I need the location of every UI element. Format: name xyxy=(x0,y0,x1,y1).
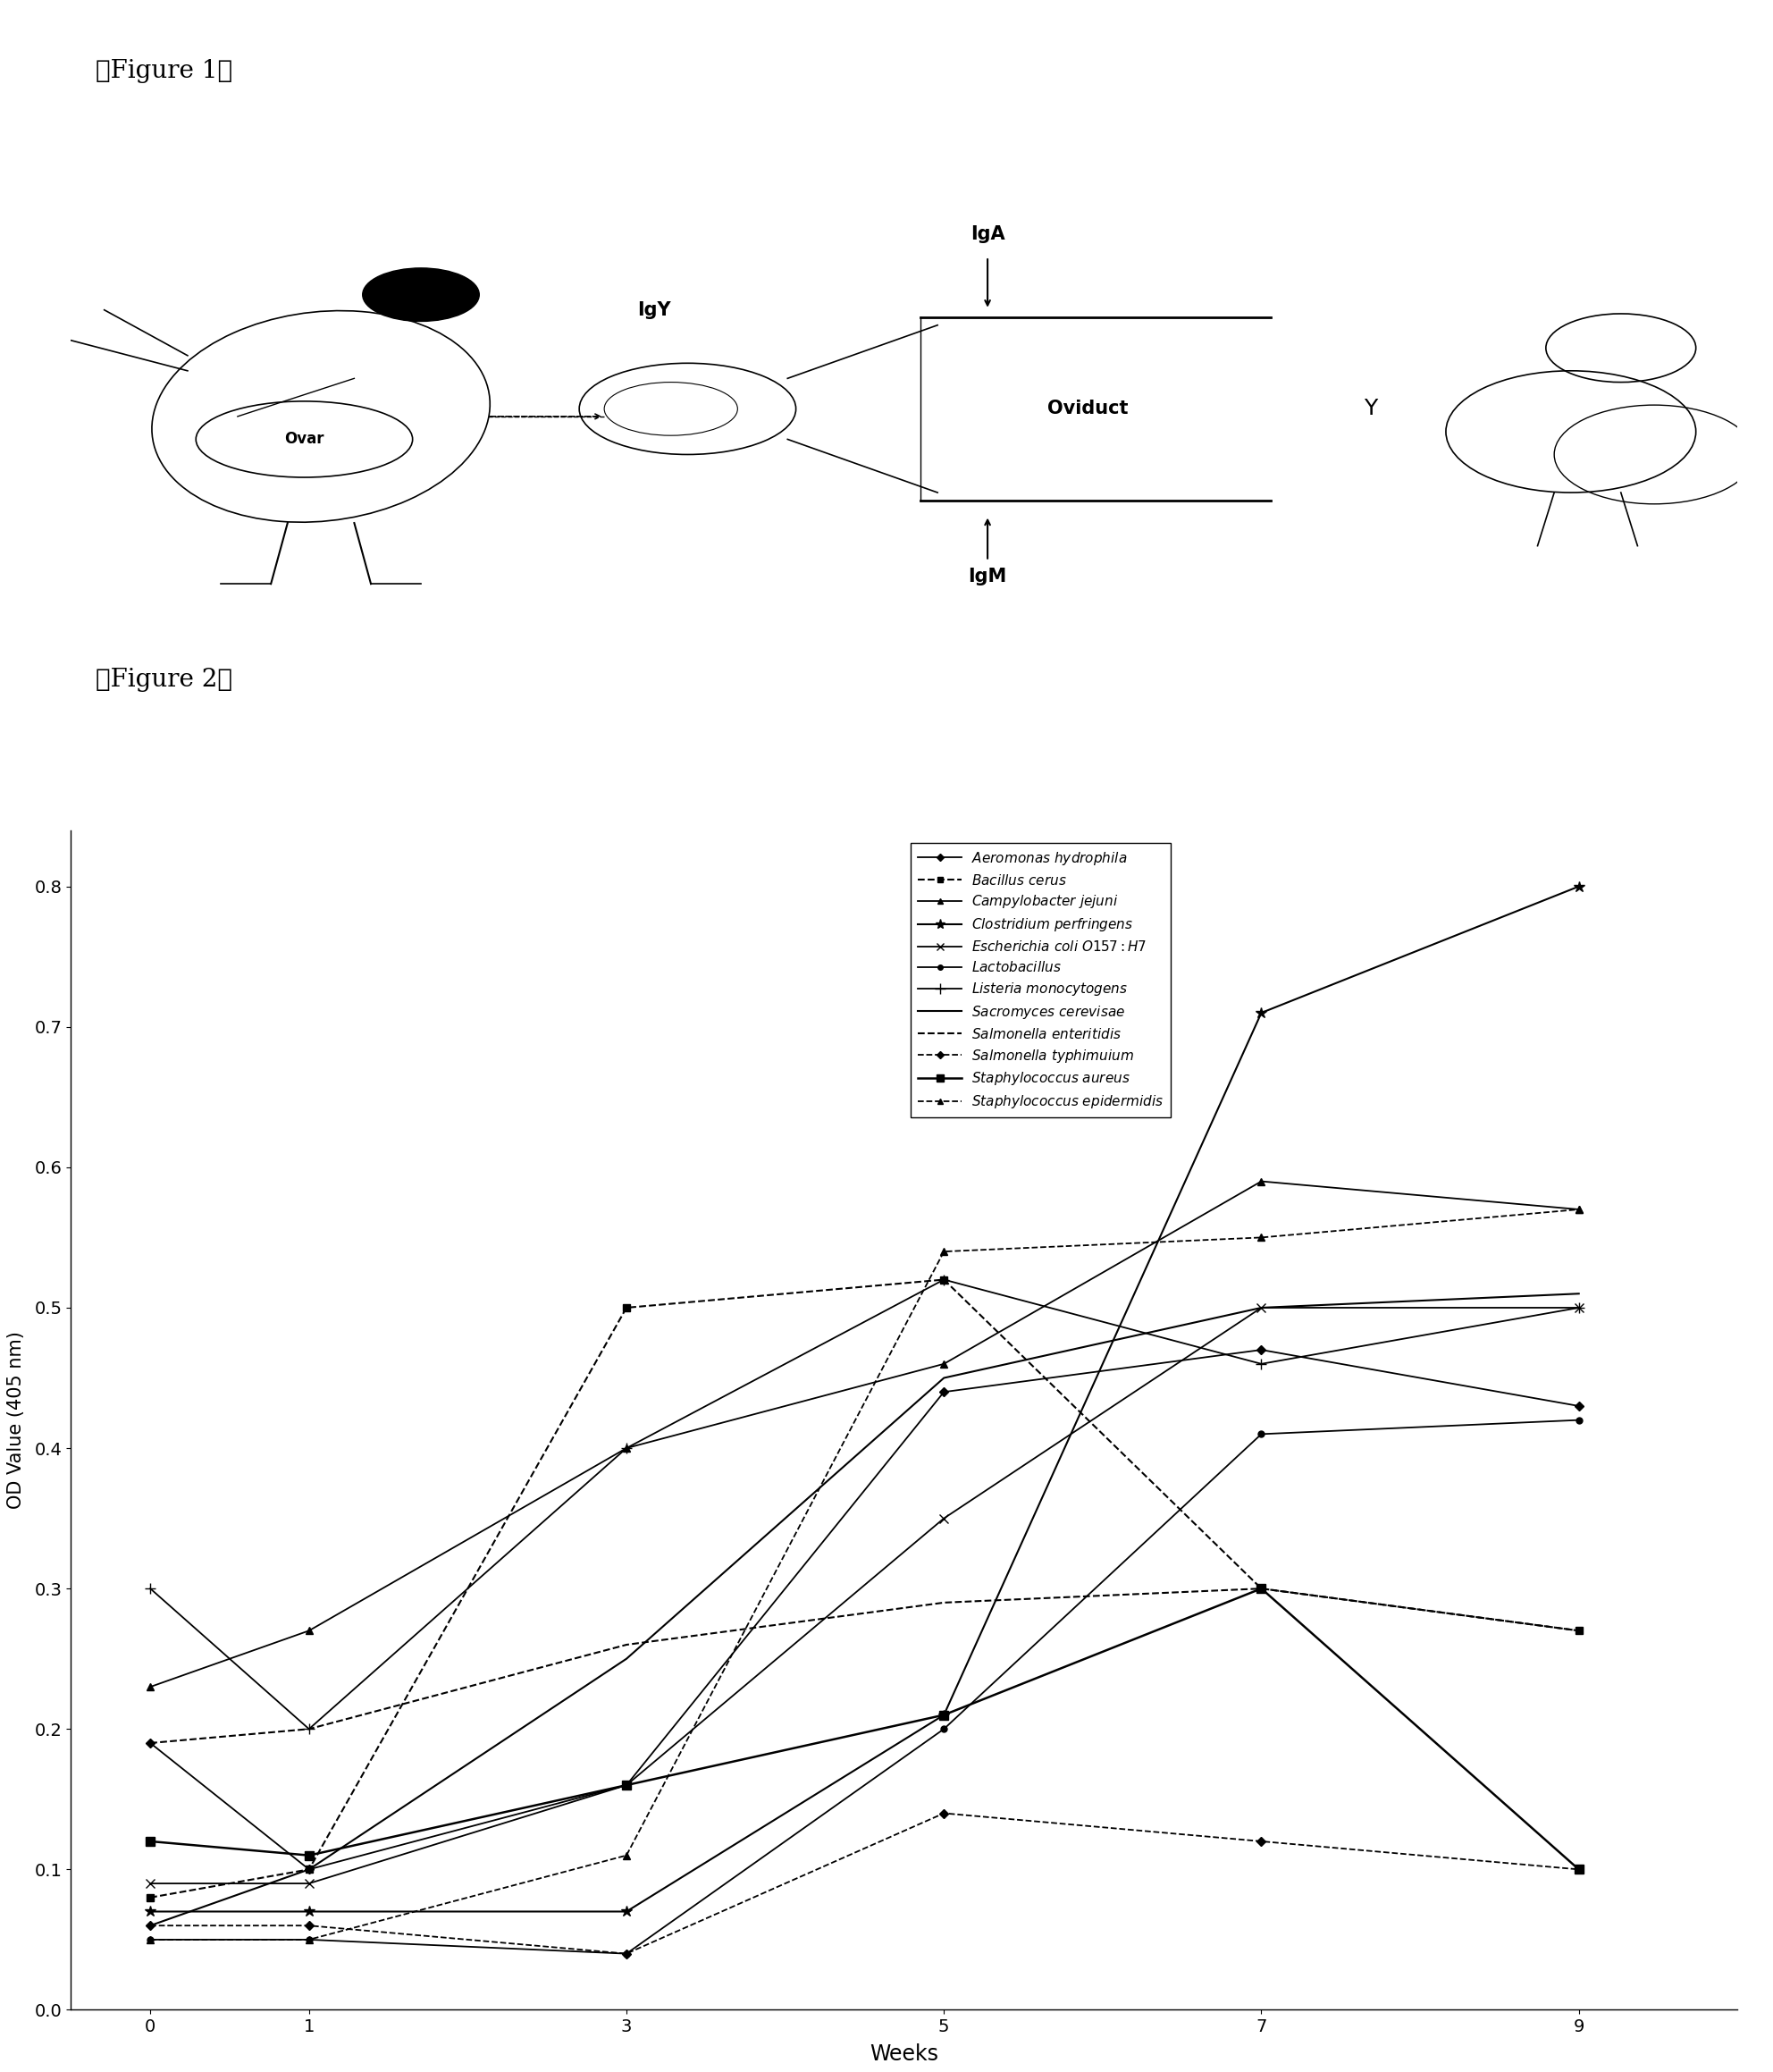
Text: IgY: IgY xyxy=(638,300,670,319)
Text: Oviduct: Oviduct xyxy=(1048,400,1128,419)
Text: IgM: IgM xyxy=(968,568,1007,584)
Circle shape xyxy=(363,267,479,321)
X-axis label: Weeks: Weeks xyxy=(871,2043,938,2064)
Y-axis label: OD Value (405 nm): OD Value (405 nm) xyxy=(7,1330,25,1508)
Text: 《Figure 2》: 《Figure 2》 xyxy=(96,667,232,692)
Text: Y: Y xyxy=(1363,398,1378,419)
Text: IgA: IgA xyxy=(970,226,1005,242)
Legend: $\mathit{Aeromonas\ hydrophila}$, $\mathit{Bacillus\ cerus}$, $\mathit{Campyloba: $\mathit{Aeromonas\ hydrophila}$, $\math… xyxy=(911,843,1170,1117)
Text: 《Figure 1》: 《Figure 1》 xyxy=(96,58,232,83)
Text: Ovar: Ovar xyxy=(284,431,324,448)
